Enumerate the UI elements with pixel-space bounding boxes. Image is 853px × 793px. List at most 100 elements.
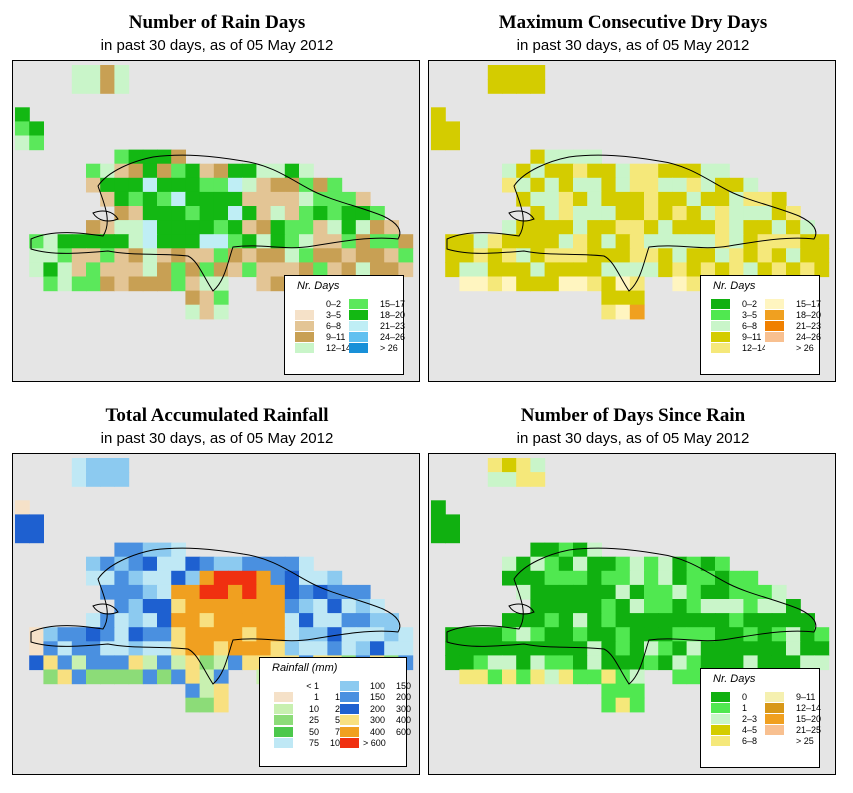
grid-cell — [185, 697, 201, 713]
legend-entry: 3–5 — [295, 309, 341, 320]
legend-label: 3–5 — [326, 309, 342, 320]
grid-cell — [213, 683, 229, 699]
grid-cell — [228, 613, 243, 628]
grid-cell — [459, 248, 475, 263]
grid-cell — [228, 191, 243, 207]
grid-cell — [771, 613, 787, 628]
grid-cell — [601, 584, 617, 600]
legend-label: 0 — [742, 691, 748, 702]
legend-label: 150 — [395, 680, 411, 691]
legend-swatch — [765, 713, 784, 724]
grid-cell — [57, 669, 73, 685]
grid-cell — [700, 641, 716, 656]
grid-cell — [86, 220, 101, 235]
legend-label: 4–5 — [742, 724, 758, 735]
legend-entry: 4–5 — [711, 724, 757, 735]
map-dry-days: Nr. Days 0–2 3–5 6–8 9–11 12–14 15–17 18–20 21–… — [428, 60, 836, 382]
legend-label: 21–25 — [796, 724, 822, 735]
grid-cell — [587, 276, 602, 292]
grid-cell — [299, 570, 314, 586]
grid-cell — [199, 556, 215, 572]
grid-cell — [398, 234, 414, 249]
panel-title: Number of Rain Days — [128, 12, 306, 33]
grid-cell — [327, 641, 343, 656]
grid-cell — [157, 163, 172, 179]
legend-label: 21–23 — [796, 320, 822, 331]
grid-cell — [686, 669, 702, 685]
grid-cell — [86, 472, 101, 487]
grid-cell — [43, 669, 59, 685]
grid-cell — [757, 220, 773, 235]
grid-cell — [573, 248, 588, 263]
grid-cell — [228, 570, 243, 586]
grid-cell — [228, 584, 243, 600]
grid-cell — [100, 613, 115, 628]
grid-cell — [715, 177, 730, 193]
grid-cell — [658, 627, 673, 642]
grid-cell — [242, 177, 257, 193]
grid-cell — [256, 177, 272, 193]
legend-label: 24–26 — [380, 331, 406, 342]
island-outline — [30, 154, 401, 292]
grid-cell — [199, 220, 215, 235]
grid-cell — [100, 627, 115, 642]
grid-cell — [213, 163, 229, 179]
grid-cell — [327, 262, 343, 278]
grid-cell — [743, 570, 759, 586]
grid-cell — [544, 177, 560, 193]
grid-cell — [355, 613, 371, 628]
grid-cell — [530, 556, 546, 572]
grid-cell — [715, 248, 730, 263]
grid-cell — [185, 262, 201, 278]
grid-cell — [644, 556, 659, 572]
grid-cell — [544, 276, 560, 292]
grid-cell — [171, 556, 186, 572]
grid-cell — [270, 206, 286, 221]
grid-cell — [800, 220, 815, 235]
grid-cell — [530, 570, 546, 586]
legend-swatch — [765, 309, 784, 320]
grid-cell — [502, 570, 517, 586]
grid-cell — [270, 641, 286, 656]
grid-cell — [530, 669, 546, 685]
grid-cell — [185, 556, 201, 572]
grid-cell — [558, 191, 574, 207]
legend-swatch — [711, 724, 730, 735]
grid-cell — [86, 641, 101, 656]
grid-cell — [502, 472, 517, 487]
grid-cell — [658, 163, 673, 179]
grid-cell — [171, 163, 186, 179]
legend-label: > 25 — [796, 735, 814, 746]
grid-cell — [530, 542, 546, 558]
grid-cell — [786, 655, 801, 671]
grid-cell — [256, 220, 272, 235]
grid-cell — [629, 220, 645, 235]
grid-cell — [128, 542, 144, 558]
grid-cell — [86, 65, 101, 80]
grid-cell — [313, 206, 328, 221]
legend-entry: 75 100 — [274, 738, 345, 749]
grid-cell — [171, 627, 186, 642]
grid-cell — [100, 556, 115, 572]
grid-cell — [142, 220, 158, 235]
grid-cell — [658, 248, 673, 263]
grid-cell — [199, 655, 215, 671]
grid-cell — [502, 556, 517, 572]
grid-cell — [213, 220, 229, 235]
grid-cell — [615, 220, 631, 235]
grid-cell — [284, 191, 300, 207]
grid-cell — [686, 163, 702, 179]
grid-cell — [814, 627, 830, 642]
panel-title: Number of Days Since Rain — [520, 405, 746, 426]
map-grid — [431, 65, 830, 320]
grid-cell — [15, 135, 30, 151]
grid-cell — [256, 191, 272, 207]
grid-cell — [114, 641, 130, 656]
grid-cell — [284, 584, 300, 600]
legend-swatch — [274, 680, 293, 691]
legend-label: < 1 — [306, 680, 319, 691]
grid-cell — [729, 613, 744, 628]
grid-cell — [700, 191, 716, 207]
grid-cell — [502, 262, 517, 278]
grid-cell — [71, 669, 87, 685]
